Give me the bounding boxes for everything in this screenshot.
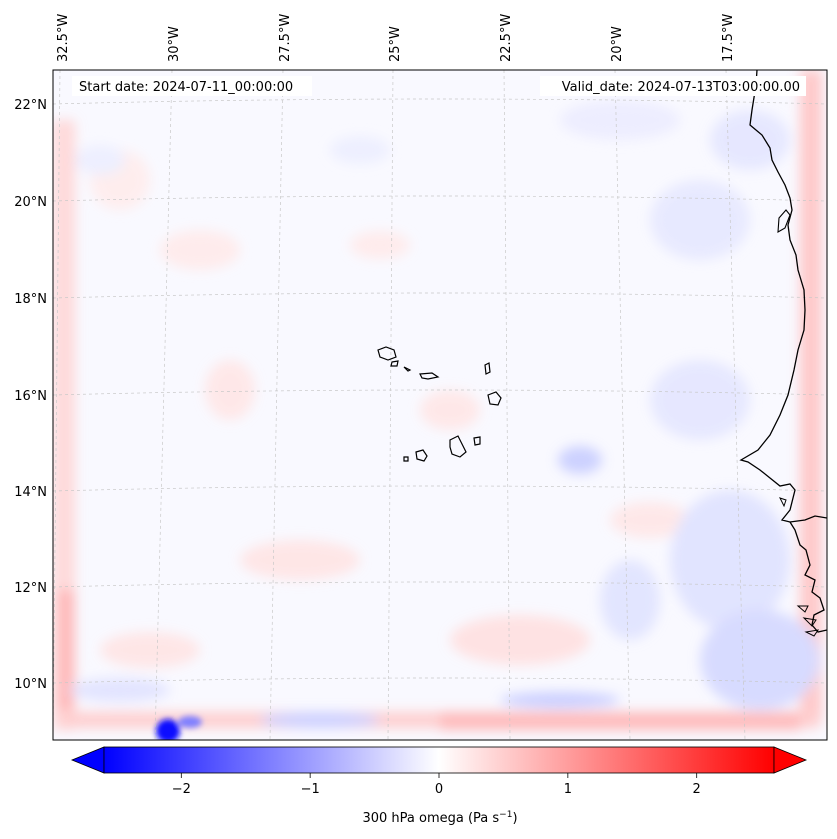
lon-label: 22.5°W xyxy=(499,14,514,62)
lat-label: 20°N xyxy=(14,195,47,210)
colorbar-extend-high xyxy=(773,746,808,774)
colorbar-extend-low xyxy=(70,746,105,774)
lat-label: 18°N xyxy=(14,292,47,307)
colorbar-tick-label: −2 xyxy=(172,782,191,797)
start-date-text: Start date: 2024-07-11_00:00:00 xyxy=(79,80,293,95)
colorbar-label: 300 hPa omega (Pa s−1) xyxy=(362,810,517,826)
colorbar-tick-label: −1 xyxy=(301,782,320,797)
cape-verde-islands xyxy=(377,346,502,462)
lat-label: 14°N xyxy=(14,485,47,500)
latitude-labels: 22°N 20°N 18°N 16°N 14°N 12°N 10°N xyxy=(14,98,47,692)
longitude-labels: 32.5°W 30°W 27.5°W 25°W 22.5°W 20°W 17.5… xyxy=(56,14,736,62)
gridlines xyxy=(53,70,827,740)
colorbar-tick-label: 0 xyxy=(435,782,443,797)
lon-label: 27.5°W xyxy=(278,14,293,62)
lon-label: 17.5°W xyxy=(721,14,736,62)
colorbar: −2 −1 0 1 2 300 hPa omega (Pa s−1) xyxy=(70,746,808,826)
lat-label: 10°N xyxy=(14,677,47,692)
lat-label: 22°N xyxy=(14,98,47,113)
lat-label: 16°N xyxy=(14,389,47,404)
lon-label: 20°W xyxy=(610,26,625,62)
lon-label: 30°W xyxy=(167,26,182,62)
lon-label: 25°W xyxy=(388,26,403,62)
colorbar-tick-label: 2 xyxy=(693,782,701,797)
valid-date-text: Valid_date: 2024-07-13T03:00:00.00 xyxy=(562,80,800,95)
map-frame xyxy=(52,69,828,741)
colorbar-tick-label: 1 xyxy=(564,782,572,797)
africa-coastline xyxy=(739,70,827,523)
omega-field xyxy=(53,70,827,740)
colorbar-bar xyxy=(103,746,775,774)
lat-label: 12°N xyxy=(14,581,47,596)
lon-label: 32.5°W xyxy=(56,14,71,62)
